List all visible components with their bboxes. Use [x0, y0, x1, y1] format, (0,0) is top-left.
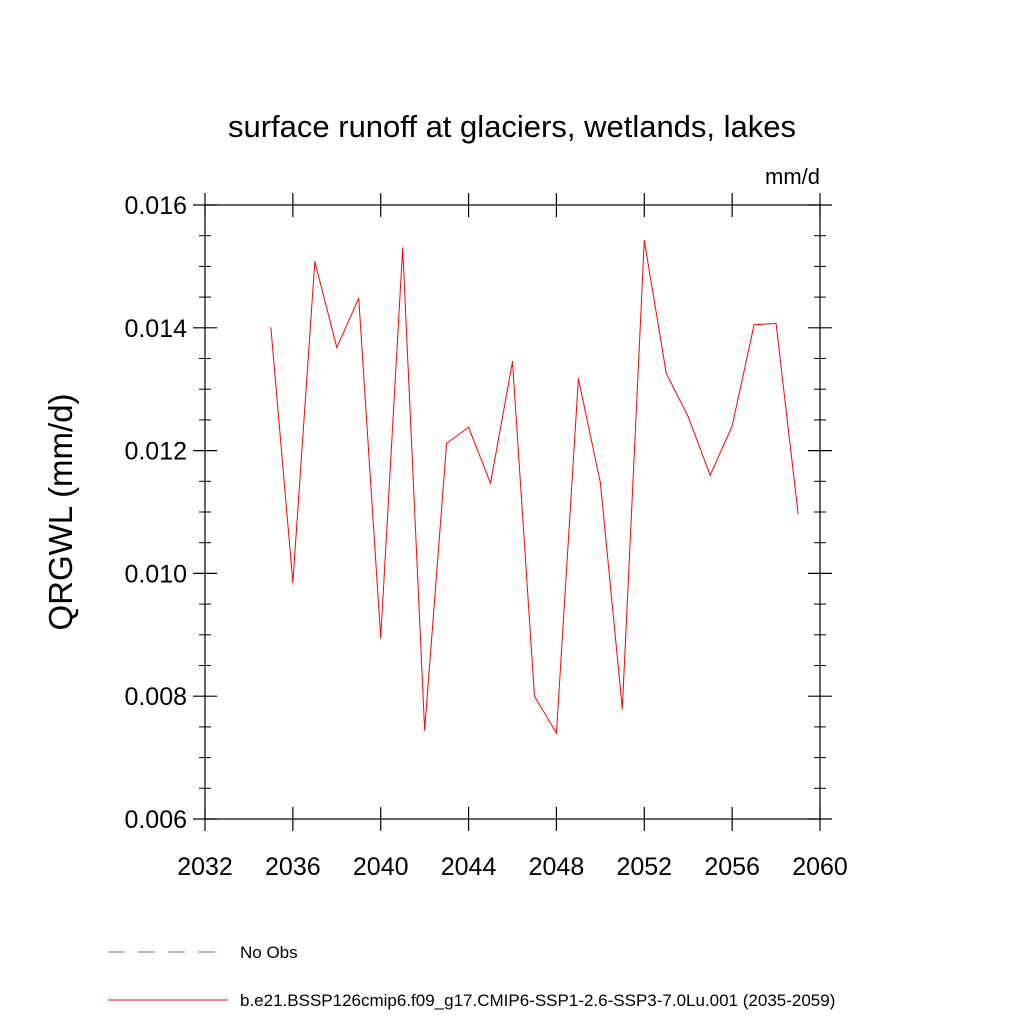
- x-tick-label: 2040: [353, 853, 409, 881]
- data-point: [489, 482, 492, 484]
- x-tick-label: 2036: [265, 853, 321, 881]
- data-point: [621, 707, 623, 710]
- y-tick-label: 0.014: [124, 315, 187, 343]
- data-point: [753, 324, 755, 326]
- data-point: [577, 378, 579, 380]
- data-point: [380, 637, 382, 639]
- series-layer: [270, 240, 799, 735]
- legend-label: b.e21.BSSP126cmip6.f09_g17.CMIP6-SSP1-2.…: [240, 991, 835, 1010]
- data-point: [270, 327, 272, 329]
- x-axis: 2032 2036 2040 2044 2048 2052 2056 2060: [177, 193, 848, 881]
- data-point: [402, 247, 404, 249]
- x-tick-label: 2056: [704, 853, 760, 881]
- data-point: [797, 512, 799, 514]
- data-point: [424, 729, 426, 731]
- data-point: [731, 425, 733, 427]
- chart-title: surface runoff at glaciers, wetlands, la…: [228, 109, 796, 144]
- data-point: [599, 481, 601, 484]
- data-point: [533, 695, 536, 697]
- data-point: [775, 322, 777, 325]
- data-point: [358, 297, 360, 299]
- y-tick-label: 0.006: [124, 806, 187, 834]
- data-point: [314, 260, 316, 263]
- data-point: [467, 426, 470, 428]
- data-point: [292, 582, 294, 584]
- x-tick-label: 2052: [616, 853, 672, 881]
- y-tick-label: 0.012: [124, 438, 187, 466]
- legend: No Obs b.e21.BSSP126cmip6.f09_g17.CMIP6-S…: [108, 943, 835, 1010]
- y-tick-label: 0.010: [124, 560, 187, 588]
- data-point: [555, 732, 558, 734]
- y-axis-label: QRGWL (mm/d): [42, 393, 79, 630]
- data-point: [643, 240, 645, 242]
- y-tick-label: 0.016: [124, 192, 187, 220]
- x-tick-label: 2048: [529, 853, 585, 881]
- legend-label: No Obs: [240, 943, 298, 962]
- x-tick-label: 2044: [441, 853, 497, 881]
- data-point: [446, 442, 448, 444]
- data-point: [687, 416, 689, 418]
- data-point: [665, 372, 667, 374]
- units-label: mm/d: [765, 164, 820, 189]
- data-point: [336, 346, 338, 349]
- data-point: [709, 474, 711, 476]
- y-axis: 0.006 0.008 0.010 0.012 0.014 0.016: [124, 192, 832, 834]
- y-tick-label: 0.008: [124, 683, 187, 711]
- data-point: [511, 360, 514, 363]
- series-line: [270, 240, 799, 735]
- x-tick-label: 2032: [177, 853, 233, 881]
- x-tick-label: 2060: [792, 853, 848, 881]
